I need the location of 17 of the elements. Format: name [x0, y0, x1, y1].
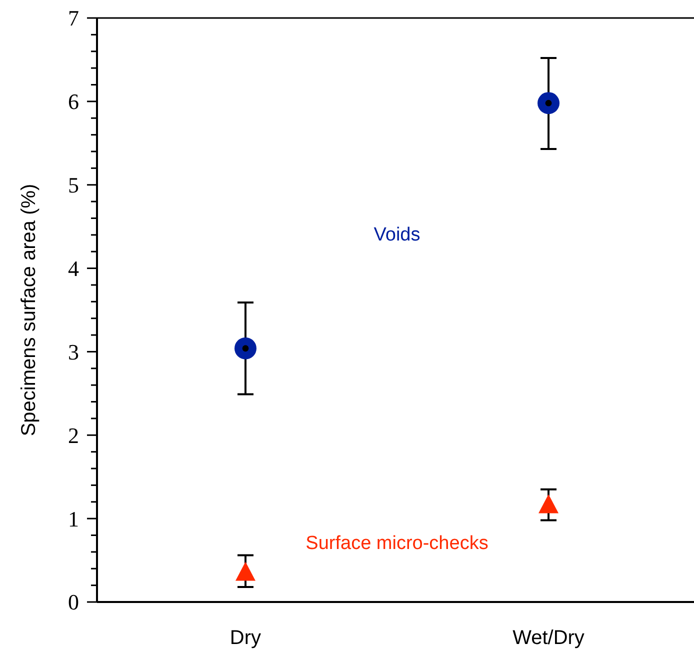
y-axis-title: Specimens surface area (%) — [18, 184, 40, 436]
text: Voids — [374, 224, 420, 246]
point — [538, 494, 559, 514]
point — [538, 92, 560, 114]
y-tick-label: 1 — [68, 506, 79, 532]
y-tick-label: 4 — [68, 256, 79, 281]
point — [235, 562, 256, 581]
y-tick-label: 3 — [68, 339, 79, 364]
y-tick-label: 0 — [68, 590, 79, 615]
x-tick-label: Wet/Dry — [512, 627, 584, 649]
text: Surface micro-checks — [306, 532, 488, 554]
y-tick-label: 7 — [68, 6, 79, 31]
y-tick-label: 6 — [68, 89, 79, 114]
y-tick-label: 5 — [68, 172, 79, 198]
x-tick-label: Dry — [230, 627, 262, 649]
y-tick-label: 2 — [68, 422, 79, 448]
point — [234, 337, 256, 360]
